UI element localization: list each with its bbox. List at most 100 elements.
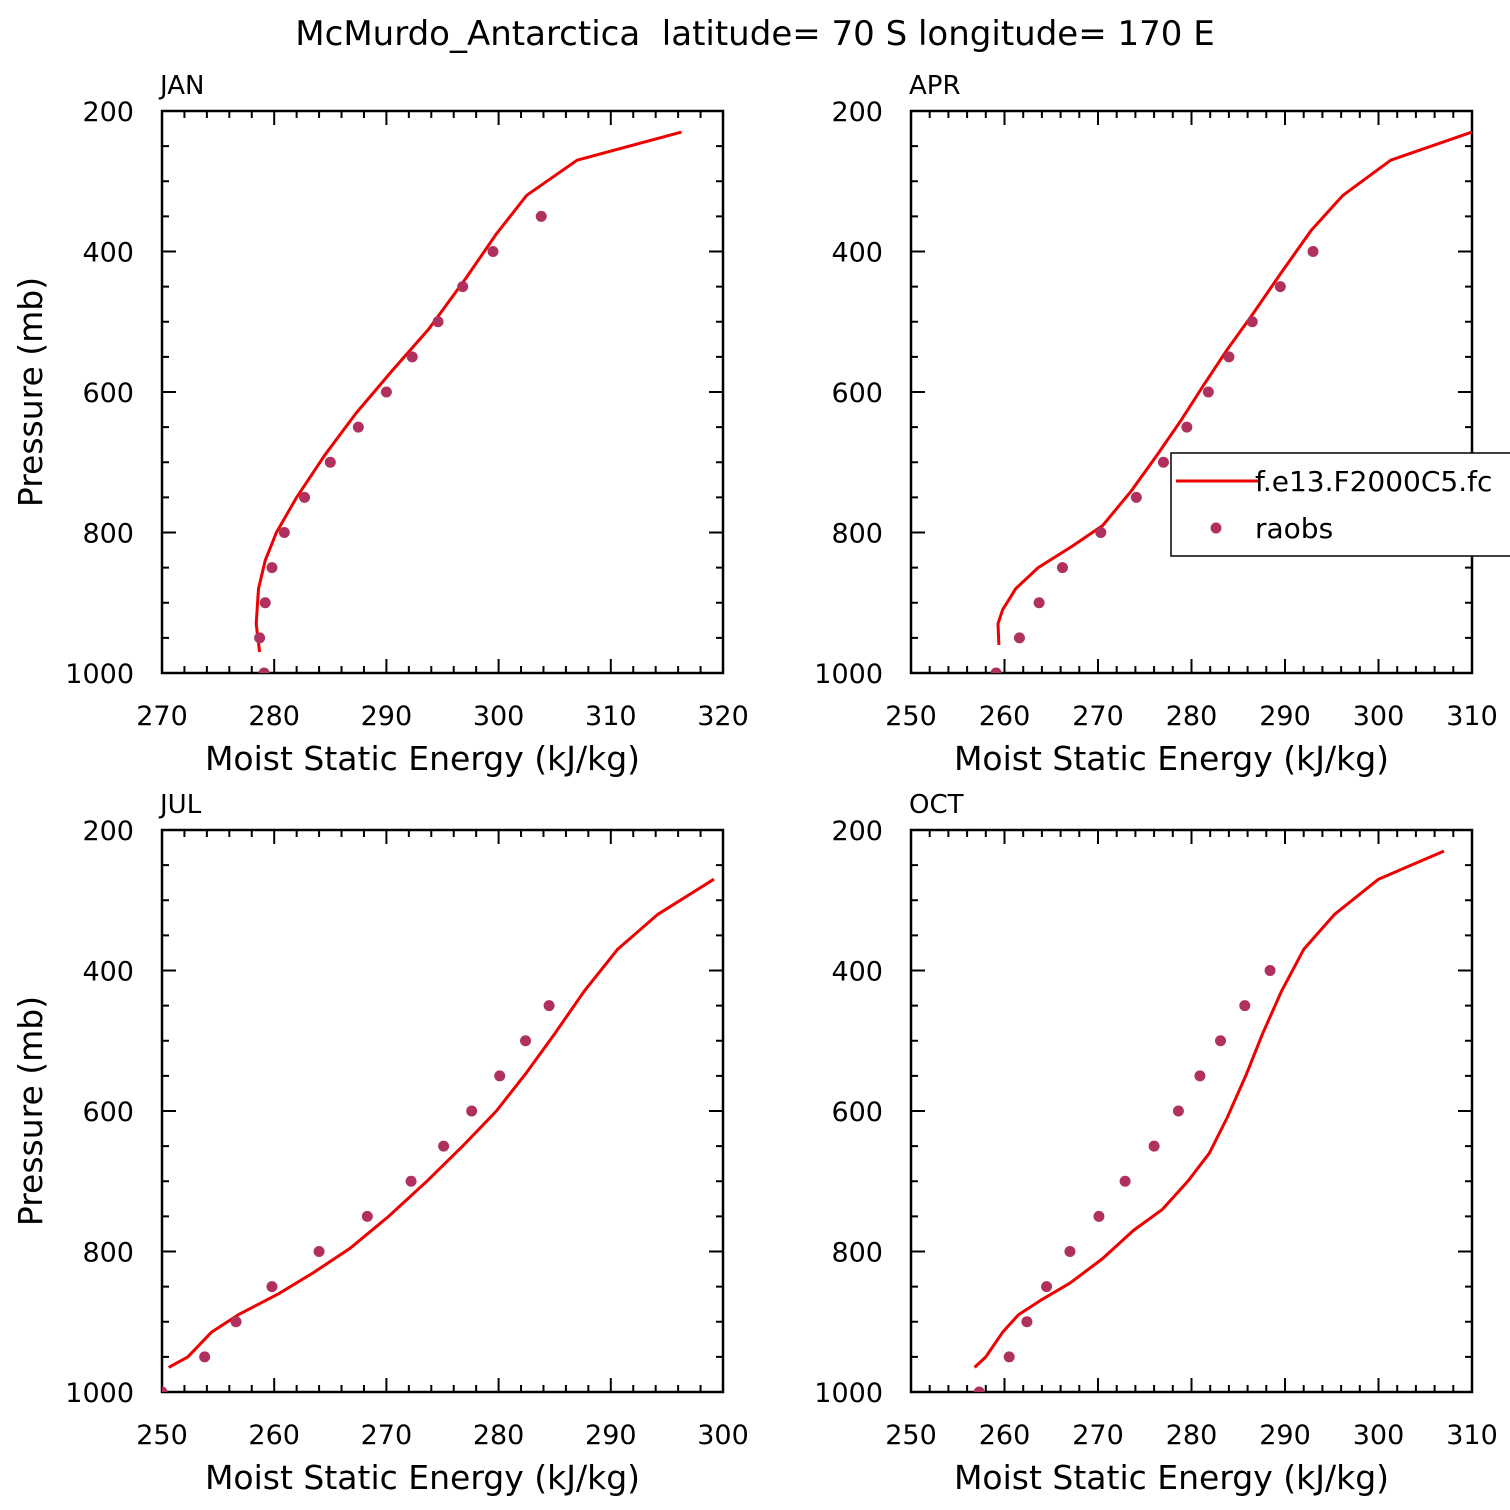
y-tick-label: 600 <box>82 378 134 409</box>
raobs-point <box>487 246 499 257</box>
y-tick-label: 200 <box>82 816 134 847</box>
plot-data <box>990 130 1472 673</box>
raobs-point <box>1202 386 1214 398</box>
y-tick-label: 800 <box>82 1238 134 1269</box>
x-axis-label: Moist Static Energy (kJ/kg) <box>954 739 1389 778</box>
y-tick-label: 800 <box>82 519 134 550</box>
x-tick-label: 300 <box>1353 1420 1405 1451</box>
legend-model-label: f.e13.F2000C5.fc <box>1255 465 1492 498</box>
y-tick-label: 400 <box>831 238 883 269</box>
x-tick-label: 280 <box>473 1420 525 1451</box>
y-tick-label: 600 <box>831 1097 883 1128</box>
y-tick-label: 1000 <box>65 659 134 690</box>
plot-frame <box>160 828 725 1394</box>
raobs-point <box>1214 1035 1226 1047</box>
x-tick-label: 310 <box>1446 1420 1498 1451</box>
x-tick-label: 290 <box>585 1420 637 1451</box>
raobs-point <box>1056 562 1068 574</box>
y-axis-label: Pressure (mb) <box>11 996 50 1226</box>
raobs-point <box>457 281 469 293</box>
x-tick-label: 260 <box>979 1420 1031 1451</box>
raobs-point <box>1194 1070 1206 1082</box>
y-tick-label: 200 <box>831 97 883 128</box>
model-series-line <box>167 877 715 1369</box>
raobs-point <box>1033 597 1045 609</box>
raobs-point <box>1130 491 1142 503</box>
x-tick-label: 260 <box>248 1420 300 1451</box>
y-tick-label: 1000 <box>814 659 883 690</box>
raobs-point <box>199 1351 211 1363</box>
panel-oct: OCT 250 260 270 280 290 300 310 200 400 600 800 1000… <box>814 790 1497 1497</box>
raobs-point <box>1172 1105 1184 1117</box>
raobs-point <box>406 351 418 363</box>
raobs-point <box>380 386 392 398</box>
raobs-point <box>266 1281 278 1293</box>
raobs-point <box>298 491 310 503</box>
x-tick-label: 250 <box>136 1420 188 1451</box>
x-tick-label: 290 <box>1259 701 1311 732</box>
y-axis-label: Pressure (mb) <box>11 277 50 507</box>
raobs-point <box>1093 1210 1105 1222</box>
y-tick-label: 800 <box>831 519 883 550</box>
raobs-point <box>520 1035 532 1047</box>
x-tick-label: 280 <box>1166 1420 1218 1451</box>
raobs-point <box>361 1210 373 1222</box>
legend-box <box>1170 452 1510 557</box>
y-tick-label: 400 <box>831 957 883 988</box>
raobs-point <box>1148 1140 1160 1152</box>
raobs-point <box>1181 421 1193 433</box>
x-tick-label: 270 <box>1072 701 1124 732</box>
x-tick-label: 270 <box>361 1420 413 1451</box>
raobs-point <box>259 597 271 609</box>
x-tick-label: 290 <box>1259 1420 1311 1451</box>
raobs-point <box>1041 1281 1053 1293</box>
raobs-point <box>494 1070 506 1082</box>
panels: JAN 270 280 290 300 310 320 200 400 600 800 1000 Moi… <box>11 71 1510 1497</box>
x-tick-label: 250 <box>885 701 937 732</box>
raobs-point <box>1013 632 1025 644</box>
plot-data <box>254 130 682 673</box>
y-tick-label: 200 <box>82 97 134 128</box>
y-tick-label: 1000 <box>65 1378 134 1409</box>
x-tick-label: 260 <box>979 701 1031 732</box>
x-tick-label: 310 <box>1446 701 1498 732</box>
raobs-point <box>266 562 278 574</box>
raobs-point <box>162 1386 168 1392</box>
raobs-point <box>1239 1000 1251 1012</box>
x-tick-label: 300 <box>1353 701 1405 732</box>
raobs-point <box>1003 1351 1015 1363</box>
raobs-point <box>535 210 547 222</box>
raobs-point <box>1307 246 1319 257</box>
raobs-point <box>1119 1175 1131 1187</box>
y-tick-label: 1000 <box>814 1378 883 1409</box>
raobs-point <box>1264 965 1276 976</box>
plot-data <box>162 877 715 1392</box>
legend: f.e13.F2000C5.fc raobs <box>1170 452 1510 557</box>
y-tick-label: 400 <box>82 957 134 988</box>
raobs-point <box>324 456 336 468</box>
y-tick-label: 400 <box>82 238 134 269</box>
x-tick-label: 300 <box>473 701 525 732</box>
raobs-point <box>1064 1246 1076 1257</box>
raobs-point <box>543 1000 555 1012</box>
model-series-line <box>973 849 1445 1369</box>
raobs-point <box>405 1175 417 1187</box>
raobs-point <box>466 1105 478 1117</box>
x-tick-label: 270 <box>136 701 188 732</box>
raobs-point <box>230 1316 242 1328</box>
raobs-point <box>973 1386 985 1392</box>
raobs-point <box>432 316 444 328</box>
y-tick-label: 600 <box>831 378 883 409</box>
panel-label: APR <box>909 71 961 101</box>
raobs-point <box>1246 316 1258 328</box>
raobs-point <box>438 1140 450 1152</box>
plot-data <box>973 849 1445 1392</box>
x-axis-label: Moist Static Energy (kJ/kg) <box>954 1458 1389 1497</box>
plot-frame <box>909 109 1474 675</box>
legend-obs-swatch <box>1210 522 1222 534</box>
x-tick-label: 310 <box>585 701 637 732</box>
raobs-point <box>1157 456 1169 468</box>
raobs-point <box>1223 351 1235 363</box>
legend-obs-label: raobs <box>1255 512 1333 545</box>
